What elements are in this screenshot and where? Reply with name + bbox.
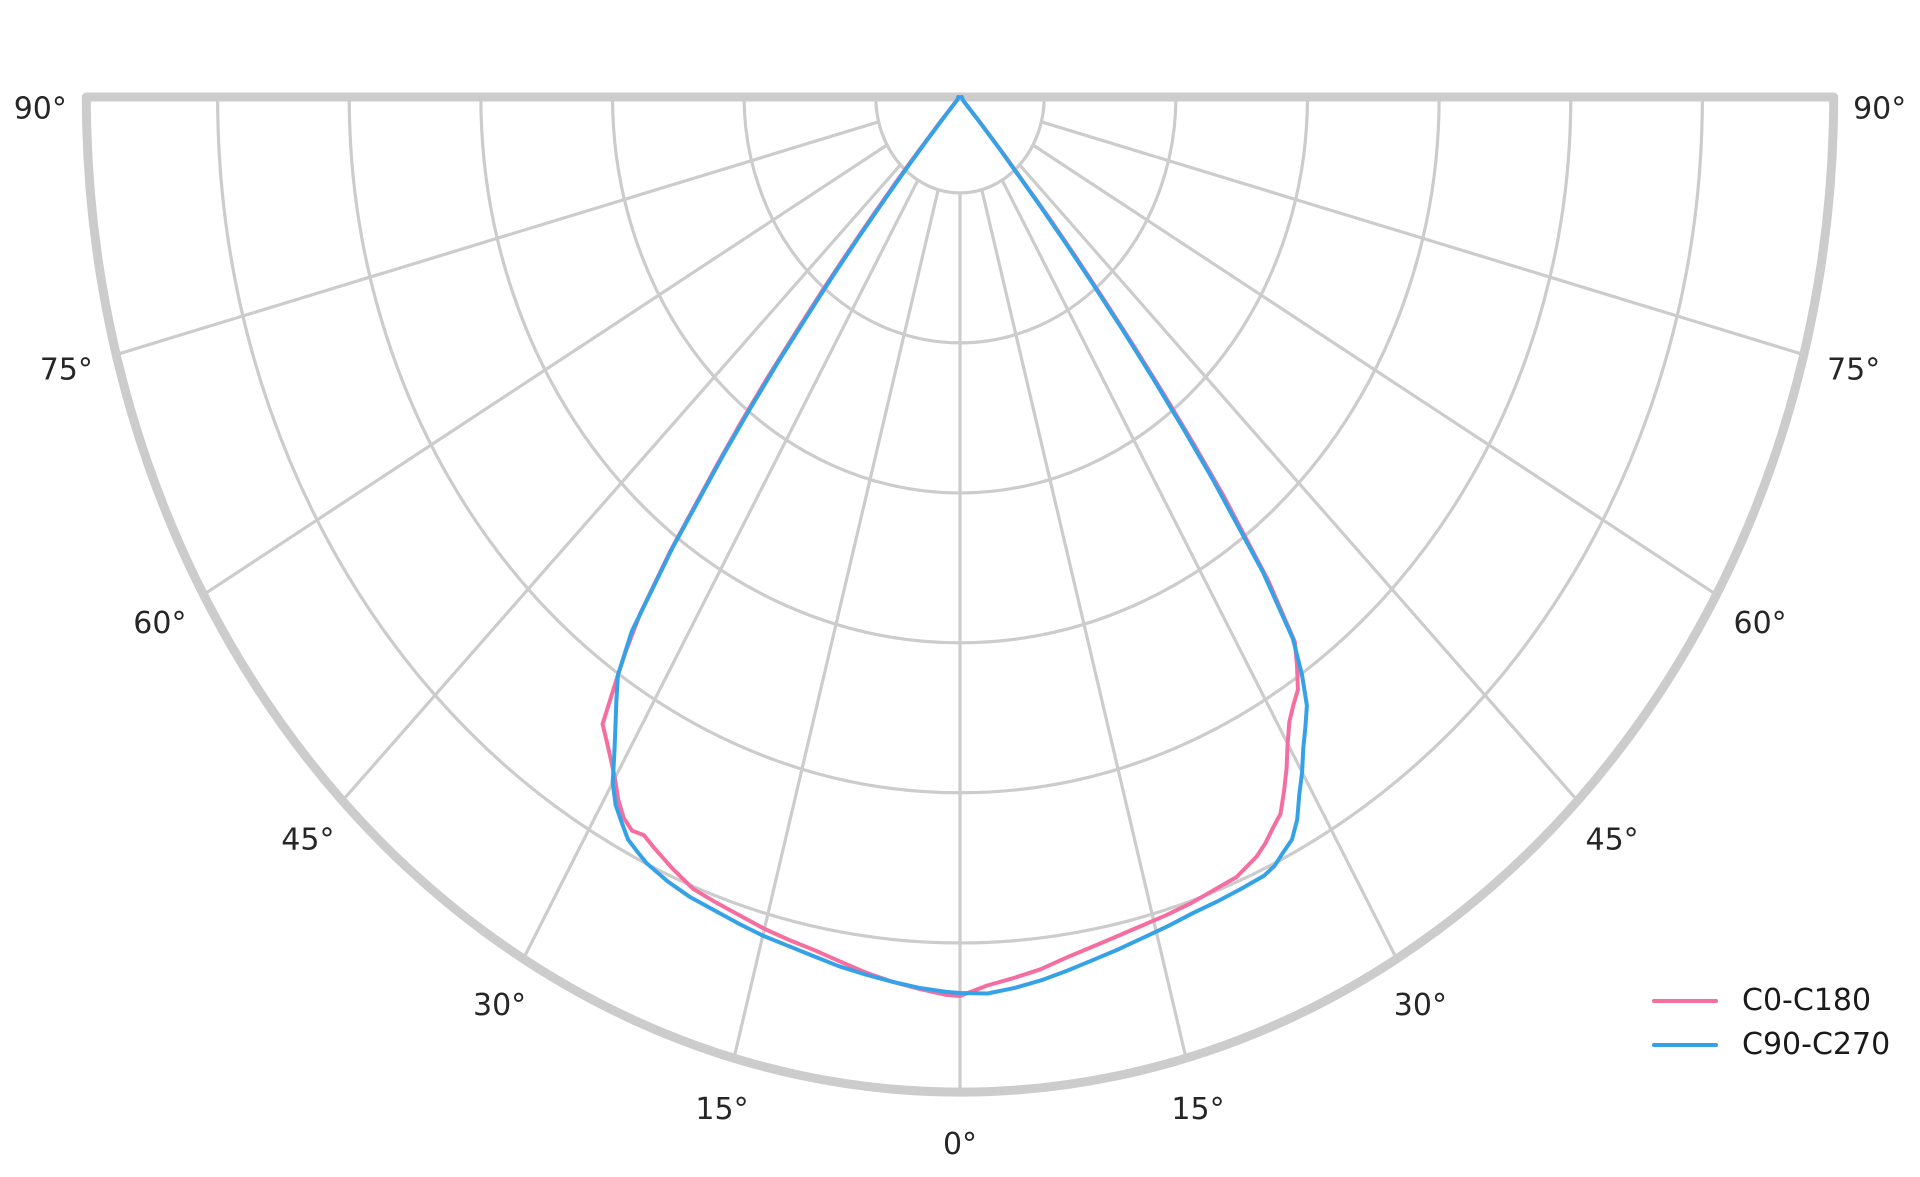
angle-label-left-30deg: 30° (473, 988, 526, 1023)
legend-swatch-c90-c270 (1652, 1043, 1718, 1047)
angle-label-right-90deg: 90° (1853, 92, 1906, 127)
angle-label-left-45deg: 45° (281, 823, 334, 858)
grid-radial-60deg (1032, 143, 1718, 597)
angle-label-right-45deg: 45° (1586, 823, 1639, 858)
series-curve-c0-c180 (600, 95, 1300, 998)
grid-radial-15deg (980, 189, 1188, 1060)
angle-label-right-15deg: 15° (1171, 1092, 1224, 1127)
grid-radial--60deg (202, 143, 888, 597)
angle-label-left-75deg: 75° (40, 352, 93, 387)
angle-label-right-75deg: 75° (1827, 352, 1880, 387)
legend-swatch-c0-c180 (1652, 999, 1718, 1003)
grid-radial--15deg (732, 189, 940, 1060)
legend-item-c90-c270: C90-C270 (1652, 1030, 1890, 1060)
grid-radial-30deg (1000, 179, 1399, 960)
legend-label-c90-c270: C90-C270 (1742, 1027, 1891, 1062)
grid-radial-75deg (1040, 120, 1805, 357)
polar-boundary (81, 92, 1839, 1098)
grid-radial-45deg (1018, 163, 1580, 803)
grid-radial--30deg (521, 179, 920, 960)
angle-label-left-60deg: 60° (133, 606, 186, 641)
angle-label-left-15deg: 15° (695, 1092, 748, 1127)
grid-ring-1 (874, 96, 1046, 194)
series-curve-c90-c270 (610, 95, 1309, 996)
grid-radial--45deg (340, 163, 902, 803)
angle-label-right-60deg: 60° (1734, 606, 1787, 641)
angle-label-right-30deg: 30° (1394, 988, 1447, 1023)
angle-label-0deg: 0° (943, 1127, 977, 1162)
legend: C0-C180 C90-C270 (1652, 986, 1890, 1060)
legend-item-c0-c180: C0-C180 (1652, 986, 1890, 1016)
angle-label-left-90deg: 90° (14, 92, 67, 127)
legend-label-c0-c180: C0-C180 (1742, 983, 1872, 1018)
grid-radial--75deg (115, 120, 880, 357)
